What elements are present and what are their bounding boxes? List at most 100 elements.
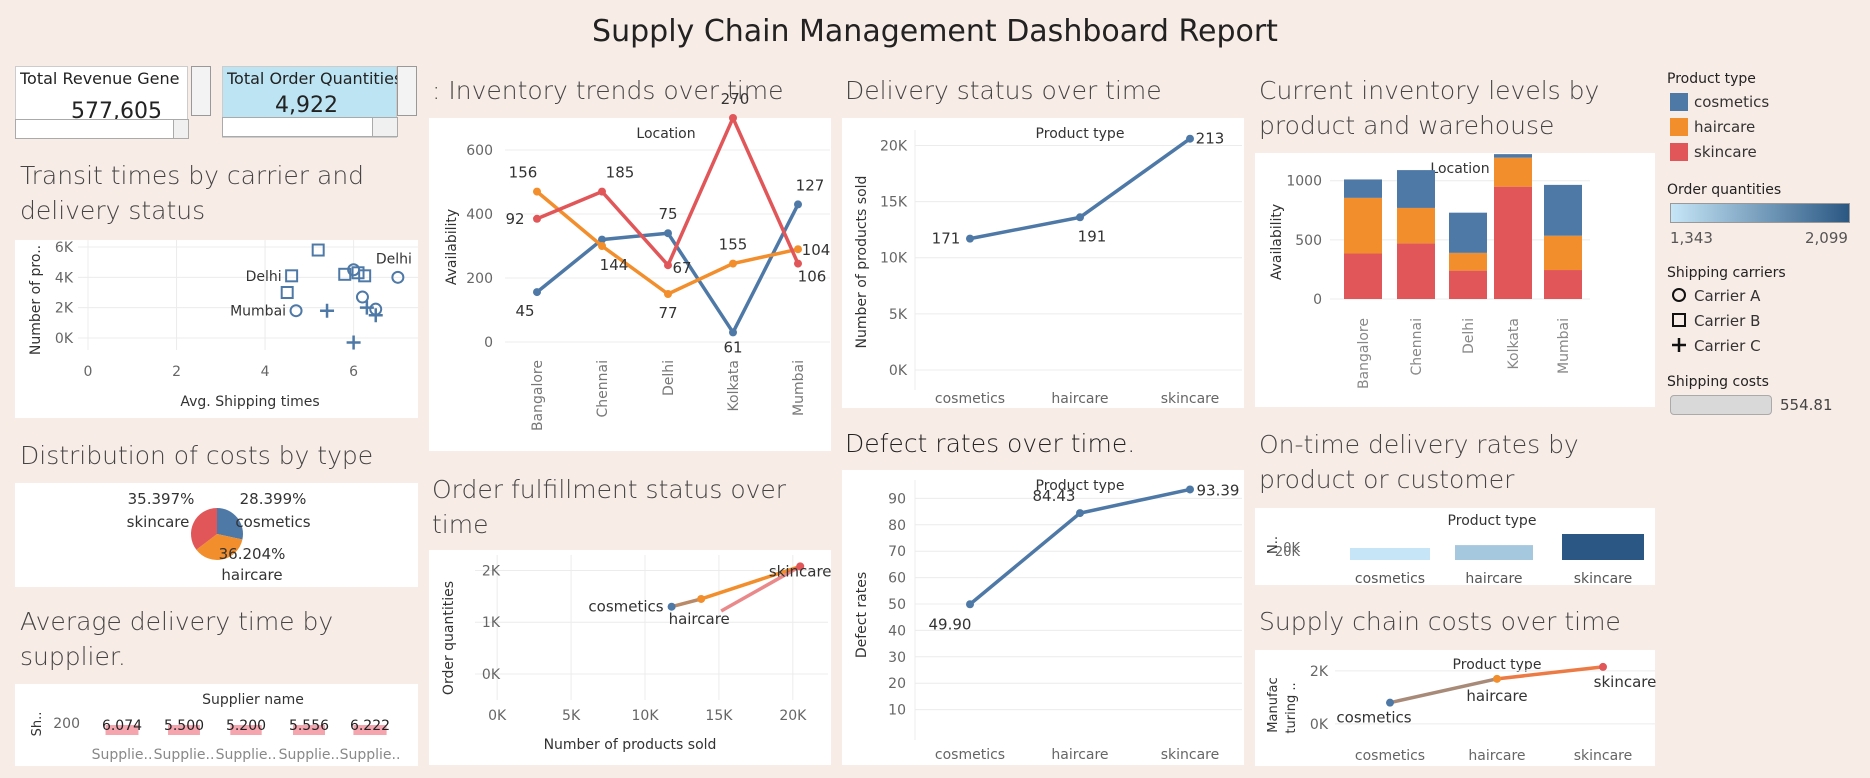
kpi-revenue[interactable]: Total Revenue Gene 577,605 [15,66,189,139]
transit-y-tick: 6K [55,240,74,256]
costs-point [1386,698,1394,707]
shipping-costs-value: 554.81 [1780,396,1833,414]
inventory-x-tick: Kolkata [726,360,742,411]
legend-shipping-carriers-title: Shipping carriers [1667,265,1786,281]
costs-x-tick: haircare [1468,748,1525,764]
shipping-costs-slider[interactable] [1670,395,1772,415]
stacked-bar-cosmetics [1544,184,1582,236]
inventory-x-tick: Delhi [661,360,677,396]
legend-carrier-b[interactable]: Carrier B [1694,312,1761,330]
stacked-bar-haircare [1544,235,1582,271]
kpi-orders-scroll-handle[interactable] [397,66,417,116]
stacked-x-tick: Bangalore [1356,318,1372,389]
stacked-bar-skincare [1344,253,1382,299]
kpi-orders[interactable]: Total Order Quantities 4,922 [222,66,399,138]
inventory-data-label: 155 [719,236,748,254]
defect-y-tick: 20 [888,676,906,692]
supplier-title: Average delivery time by supplier. [20,607,334,671]
defect-data-label: 49.90 [929,615,972,633]
delivery-point [966,234,974,243]
defect-card [842,470,1244,765]
inventory-point-haircare [598,242,606,250]
kpi-orders-value: 4,922 [275,93,338,118]
fulfillment-point-label: cosmetics [588,598,663,616]
stacked-y-label: Availability [1269,204,1285,280]
stacked-x-tick: Delhi [1461,318,1477,354]
inventory-data-label: 77 [658,304,677,322]
legend-item-cosmetics[interactable]: cosmetics [1694,93,1770,111]
supplier-header: Supplier name [202,692,304,708]
stacked-bar-skincare [1449,270,1487,299]
stacked-x-tick: Kolkata [1506,318,1522,369]
defect-line [968,487,1191,606]
inventory-point-cosmetics [598,235,606,244]
inventory-y-tick: 0 [484,335,493,351]
costs-point [1493,674,1501,683]
supplier-data-label: 6.222 [350,718,390,734]
defect-y-tick: 50 [888,597,906,613]
transit-point-label: Delhi [376,251,412,267]
defect-y-tick: 90 [888,491,906,507]
fulfillment-point-label: skincare [769,562,832,580]
costs-x-tick: cosmetics [1355,748,1425,764]
inventory-data-label: 270 [721,90,750,108]
stacked-title: Current inventory levels by product and … [1259,76,1600,140]
delivery-data-label: 213 [1196,130,1225,148]
carrier-a-circle-marker-icon [1672,288,1686,302]
delivery-card [842,118,1244,408]
legend-carrier-a[interactable]: Carrier A [1694,287,1761,305]
supplier-bar [292,725,326,735]
defect-point [966,600,974,609]
transit-point-label: Delhi [246,269,282,285]
stacked-bar-skincare [1397,243,1435,299]
pie-slice-skincare [190,508,217,550]
legend-product-type-title: Product type [1667,71,1756,87]
fulfillment-title: Order fulfillment status over time [432,475,787,539]
defect-x-tick: skincare [1161,747,1220,763]
supplier-bar [230,725,262,735]
kpi-orders-scrollbar[interactable] [222,117,398,137]
transit-point-square [311,243,325,257]
defect-point [1076,509,1084,518]
inventory-data-label: 75 [658,205,677,223]
ontime-x-tick: cosmetics [1355,571,1425,587]
costs-point-label: haircare [1466,687,1527,705]
inventory-x-tick: Bangalore [530,360,546,431]
inventory-point-cosmetics [729,328,737,337]
stacked-bar-cosmetics [1344,179,1382,198]
kpi-orders-label: Total Order Quantities [227,69,399,88]
supplier-bar [353,725,387,735]
defect-y-tick: 80 [888,518,906,534]
legend-carrier-c[interactable]: Carrier C [1694,337,1761,355]
inventory-point-cosmetics [664,229,672,238]
page-title: Supply Chain Management Dashboard Report [592,14,1278,49]
transit-point-plus [368,308,383,323]
stacked-bar-haircare [1494,157,1532,187]
fulfillment-point-skincare [796,562,805,571]
costs-y-label: Manufac [1266,677,1281,732]
stacked-bar-cosmetics [1449,212,1487,253]
fulfillment-x-label: Number of products sold [544,737,717,753]
pie-label-name: cosmetics [235,513,310,531]
kpi-revenue-scroll-handle[interactable] [191,66,211,116]
pie-label-value: 35.397% [128,490,195,508]
legend-item-skincare[interactable]: skincare [1694,143,1757,161]
ontime-x-tick: skincare [1574,571,1633,587]
defect-x-tick: haircare [1051,747,1108,763]
ontime-y-label: N.. [1266,536,1281,554]
stacked-x-tick: Mumbai [1556,318,1572,374]
stacked-header: Location [1430,161,1489,177]
transit-point-circle [289,304,303,318]
ontime-bar [1455,545,1533,560]
transit-point-label: Mumbai [230,304,286,320]
transit-y-tick: 4K [55,270,74,286]
kpi-revenue-scrollbar[interactable] [15,119,189,139]
pie-label-value: 28.399% [240,490,307,508]
inventory-point-skincare [794,259,802,268]
delivery-y-tick: 15K [880,195,908,211]
stacked-x-tick: Chennai [1409,318,1425,375]
delivery-x-tick: haircare [1051,391,1108,407]
inventory-x-tick: Chennai [595,360,611,417]
legend-item-haircare[interactable]: haircare [1694,118,1756,136]
